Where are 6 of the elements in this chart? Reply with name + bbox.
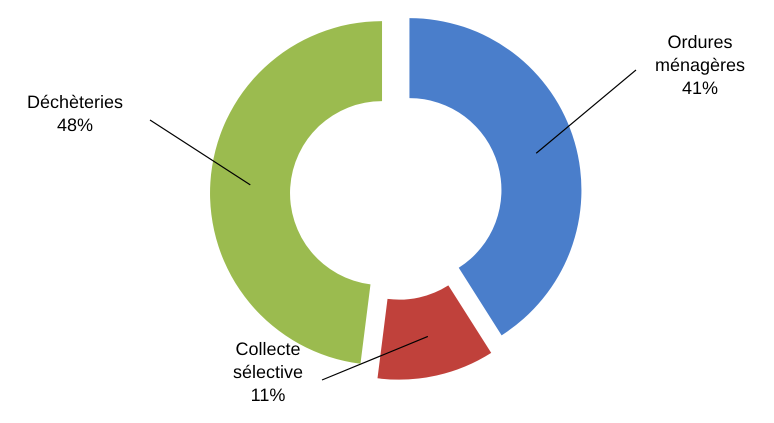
data-label: 41% <box>682 78 718 98</box>
slice-label: Collecte sélective <box>232 339 304 382</box>
slice-label: Ordures ménagères <box>654 32 746 75</box>
data-label: 11% <box>250 385 286 405</box>
slice-label: Déchèteries <box>26 92 124 112</box>
data-label: 48% <box>56 115 94 135</box>
